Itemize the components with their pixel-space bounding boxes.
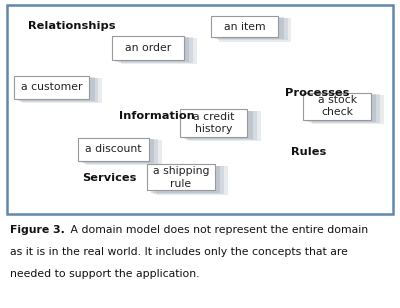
FancyBboxPatch shape xyxy=(116,37,189,62)
FancyBboxPatch shape xyxy=(156,166,228,195)
Text: as it is in the real world. It includes only the concepts that are: as it is in the real world. It includes … xyxy=(10,247,348,257)
FancyBboxPatch shape xyxy=(118,37,193,63)
FancyBboxPatch shape xyxy=(22,78,102,103)
FancyBboxPatch shape xyxy=(82,139,154,163)
FancyBboxPatch shape xyxy=(14,76,89,99)
FancyBboxPatch shape xyxy=(217,18,288,40)
Text: Information: Information xyxy=(119,111,195,121)
FancyBboxPatch shape xyxy=(219,18,292,42)
FancyBboxPatch shape xyxy=(18,77,95,101)
FancyBboxPatch shape xyxy=(86,140,162,165)
Text: a stock
check: a stock check xyxy=(318,95,357,117)
Text: Services: Services xyxy=(82,173,137,183)
Text: Processes: Processes xyxy=(285,88,350,98)
FancyBboxPatch shape xyxy=(180,109,248,136)
Text: needed to support the application.: needed to support the application. xyxy=(10,269,200,279)
FancyBboxPatch shape xyxy=(304,93,371,120)
FancyBboxPatch shape xyxy=(188,111,261,141)
Text: an item: an item xyxy=(224,22,266,32)
FancyBboxPatch shape xyxy=(20,78,98,102)
Text: a discount: a discount xyxy=(85,144,142,154)
FancyBboxPatch shape xyxy=(211,16,278,37)
Text: an order: an order xyxy=(125,43,171,53)
Text: a customer: a customer xyxy=(21,82,82,92)
FancyBboxPatch shape xyxy=(78,138,149,161)
FancyBboxPatch shape xyxy=(310,94,380,123)
FancyBboxPatch shape xyxy=(112,35,184,59)
FancyBboxPatch shape xyxy=(307,94,376,122)
Text: a credit
history: a credit history xyxy=(193,112,234,134)
FancyBboxPatch shape xyxy=(84,139,158,164)
Text: a shipping
rule: a shipping rule xyxy=(153,166,209,188)
FancyBboxPatch shape xyxy=(186,111,257,140)
FancyBboxPatch shape xyxy=(151,166,220,192)
FancyBboxPatch shape xyxy=(147,164,215,190)
FancyBboxPatch shape xyxy=(153,166,224,194)
FancyBboxPatch shape xyxy=(121,38,197,64)
Text: A domain model does not represent the entire domain: A domain model does not represent the en… xyxy=(67,225,368,235)
Text: Rules: Rules xyxy=(291,147,326,157)
Text: Figure 3.: Figure 3. xyxy=(10,225,65,235)
Text: Relationships: Relationships xyxy=(28,21,116,31)
FancyBboxPatch shape xyxy=(215,17,284,39)
FancyBboxPatch shape xyxy=(312,95,384,124)
FancyBboxPatch shape xyxy=(184,111,253,139)
